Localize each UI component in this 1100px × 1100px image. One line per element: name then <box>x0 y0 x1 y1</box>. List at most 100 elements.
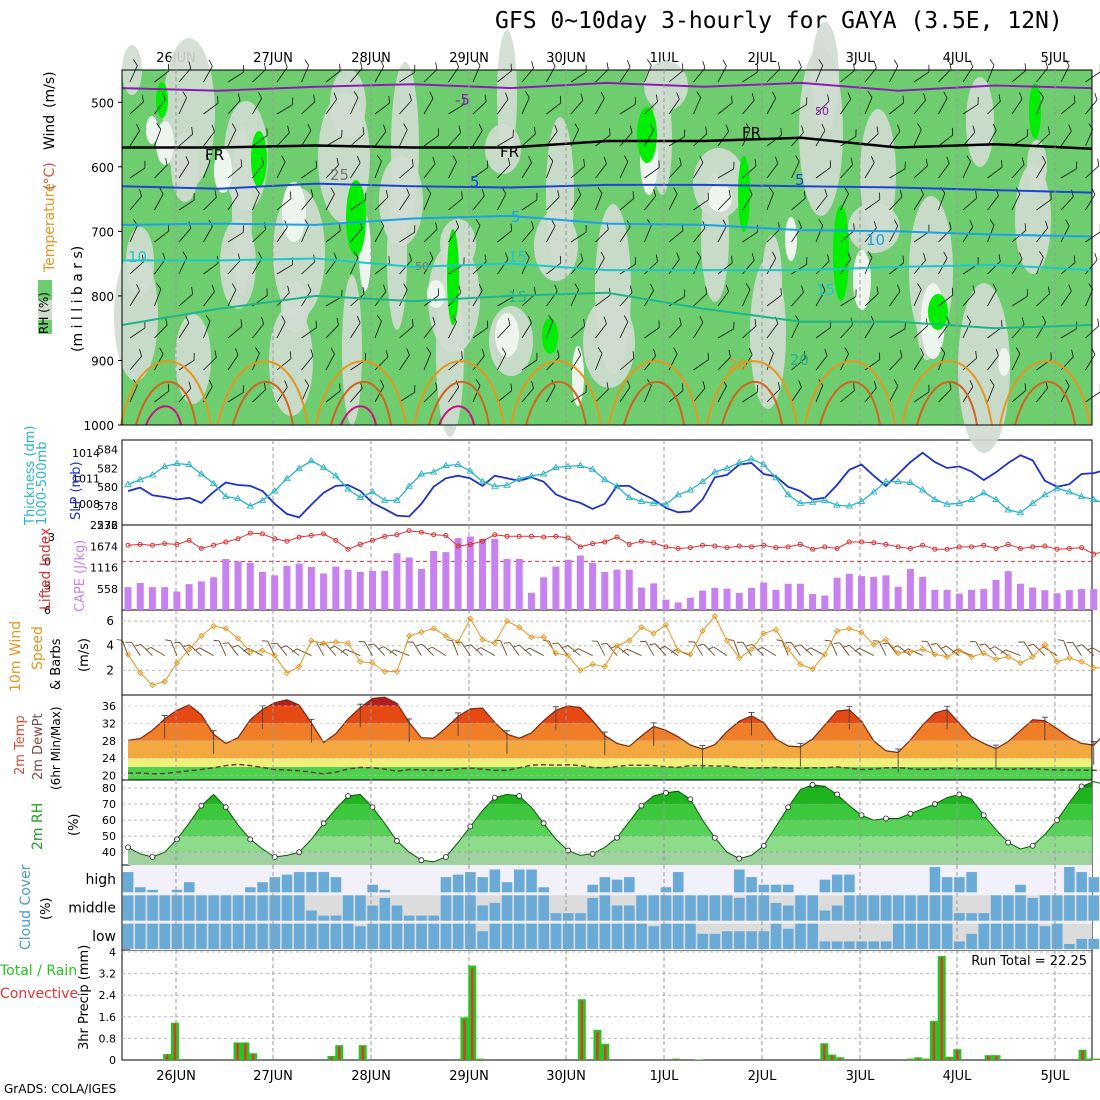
wind-barb-flag <box>1045 220 1049 229</box>
wind-barb-flag <box>1086 647 1093 651</box>
cloud-bar <box>318 923 329 949</box>
thickness-point <box>1016 508 1025 516</box>
rh-dry-region <box>342 275 362 425</box>
wind-barb-staff <box>252 163 265 179</box>
wind-barb <box>276 125 290 147</box>
temperature-contour-30 <box>1014 380 1076 426</box>
wind-barb-staff <box>203 161 211 179</box>
cloud-bar <box>489 869 501 893</box>
wind-barb-flag <box>754 318 757 327</box>
wind-barb-staff <box>154 99 166 115</box>
wind-barb-staff <box>717 225 727 243</box>
wind-barb-flag <box>583 318 585 327</box>
wind-barb-flag <box>873 640 879 642</box>
wind-barb-flag <box>136 123 140 131</box>
wind-barb <box>129 349 142 371</box>
wind-speed-point <box>357 658 364 665</box>
axis-label-precip: 3hr Precip (mm) <box>77 945 92 1050</box>
cloud-bar <box>220 895 232 921</box>
wind-barb-staff <box>1036 133 1050 147</box>
wind-barb-staff <box>521 227 534 243</box>
thickness-point <box>173 459 181 467</box>
wind-barb-flag <box>606 382 609 390</box>
thickness-point <box>405 482 413 489</box>
wind-barb-flag <box>833 642 840 644</box>
cape-bar <box>955 593 963 610</box>
axis-label-slp: SLP (mb) <box>69 461 84 520</box>
wind-barb-flag <box>768 187 774 194</box>
wind-barb-staff <box>717 385 727 403</box>
rh-point <box>125 844 131 851</box>
cloud-bar <box>440 877 452 893</box>
thickness-point <box>588 465 597 472</box>
wind-speed-point <box>124 651 132 658</box>
precip-convective-bar <box>478 1059 482 1060</box>
cloud-bar <box>391 923 403 949</box>
wind-barb-staff <box>889 65 899 83</box>
wind-barb-flag <box>281 155 286 163</box>
wind-barb <box>503 642 520 656</box>
precip-convective-bar <box>236 1043 239 1060</box>
wind-speed-point <box>919 646 926 653</box>
cloud-bar <box>330 877 342 893</box>
cloud-bar <box>501 895 513 921</box>
wind-barb <box>399 319 414 339</box>
wind-speed-point <box>185 646 193 653</box>
wind-barb <box>407 641 422 656</box>
wind-speed-point <box>650 630 657 637</box>
lifted-index-point <box>284 538 290 544</box>
wind-barb-staff <box>350 257 359 275</box>
cloud-bar <box>1015 884 1026 893</box>
wind-barb <box>987 94 1001 115</box>
wind-barb-staff <box>325 230 341 243</box>
wind-barb <box>546 350 560 371</box>
wind-barb-flag <box>626 380 631 388</box>
wind-barb <box>448 97 465 115</box>
wind-barb-staff <box>399 194 410 211</box>
wind-barb-staff <box>521 359 538 371</box>
wind-barb-staff <box>521 387 534 403</box>
precip-convective-bar <box>917 1058 920 1060</box>
wind-barb-flag <box>287 285 290 293</box>
y-tick-label: 558 <box>97 583 118 596</box>
wind-barb-flag <box>291 648 298 653</box>
rh-band <box>128 852 1092 865</box>
contour-label: 5 <box>511 208 521 226</box>
wind-barb <box>203 155 211 179</box>
wind-barb-staff <box>962 292 976 307</box>
wind-barb-flag <box>362 126 365 135</box>
rh-band <box>128 836 1092 853</box>
lifted-index-point <box>149 542 155 548</box>
wind-barb-flag <box>432 316 436 324</box>
date-label-top: 2JUL <box>748 51 778 66</box>
wind-barb-flag <box>684 129 686 137</box>
thickness-point <box>319 463 328 470</box>
axis-label-2m-temp: 2m Temp <box>13 715 28 775</box>
wind-speed-point <box>528 633 535 641</box>
wind-barb-flag <box>353 91 359 98</box>
temperature-contour-25 <box>804 360 896 426</box>
panel-frame-slp <box>121 439 1093 526</box>
wind-barb-flag <box>525 251 530 258</box>
wind-barb-flag <box>876 126 879 134</box>
wind-barb-staff <box>325 296 342 307</box>
rh-point <box>736 855 743 862</box>
precip-convective-bar <box>674 1059 677 1060</box>
wind-speed-point <box>601 663 608 670</box>
wind-barb-flag <box>1047 286 1050 294</box>
thickness-point <box>882 477 890 485</box>
wind-barb-staff <box>742 260 755 275</box>
wind-barb-flag <box>414 385 416 393</box>
cloud-bar <box>196 923 207 949</box>
wind-barb <box>301 160 317 179</box>
wind-barb-flag <box>867 91 873 98</box>
temperature-contour-25 <box>706 360 798 426</box>
wind-barb-flag <box>284 380 288 388</box>
precip-convective-bar <box>948 1057 951 1060</box>
date-label-top: 30JUN <box>546 51 586 66</box>
wind-barb-flag <box>214 190 217 198</box>
wind-barb-staff <box>227 129 237 147</box>
cloud-bar <box>489 902 501 921</box>
wind-barb <box>913 347 924 371</box>
wind-barb <box>399 253 412 275</box>
